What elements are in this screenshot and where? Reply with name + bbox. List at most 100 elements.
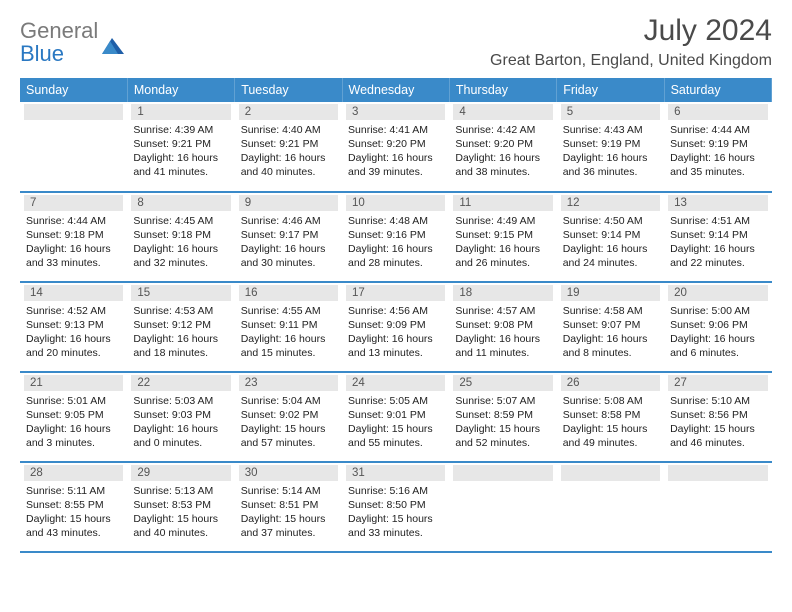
daylight-text: Daylight: 16 hours and 35 minutes. — [670, 151, 765, 179]
sunrise-text: Sunrise: 4:42 AM — [455, 123, 550, 137]
day-info: Sunrise: 5:16 AMSunset: 8:50 PMDaylight:… — [346, 484, 445, 540]
day-info: Sunrise: 4:50 AMSunset: 9:14 PMDaylight:… — [561, 214, 660, 270]
calendar-day-cell: 29Sunrise: 5:13 AMSunset: 8:53 PMDayligh… — [127, 462, 234, 552]
day-info: Sunrise: 4:51 AMSunset: 9:14 PMDaylight:… — [668, 214, 767, 270]
day-info: Sunrise: 4:40 AMSunset: 9:21 PMDaylight:… — [239, 123, 338, 179]
day-info: Sunrise: 5:10 AMSunset: 8:56 PMDaylight:… — [668, 394, 767, 450]
calendar-day-cell: 12 Sunrise: 4:50 AMSunset: 9:14 PMDayligh… — [557, 192, 664, 282]
sunset-text: Sunset: 9:20 PM — [348, 137, 443, 151]
sunset-text: Sunset: 8:51 PM — [241, 498, 336, 512]
day-info: Sunrise: 4:44 AMSunset: 9:19 PMDaylight:… — [668, 123, 767, 179]
sunrise-text: Sunrise: 4:44 AM — [26, 214, 121, 228]
daylight-text: Daylight: 15 hours and 46 minutes. — [670, 422, 765, 450]
sunset-text: Sunset: 9:19 PM — [563, 137, 658, 151]
day-info: Sunrise: 4:45 AMSunset: 9:18 PMDaylight:… — [131, 214, 230, 270]
daylight-text: Daylight: 15 hours and 40 minutes. — [133, 512, 228, 540]
sunrise-text: Sunrise: 5:00 AM — [670, 304, 765, 318]
sunset-text: Sunset: 9:12 PM — [133, 318, 228, 332]
daylight-text: Daylight: 15 hours and 43 minutes. — [26, 512, 121, 540]
day-number: 1 — [131, 104, 230, 120]
day-number: 30 — [239, 465, 338, 481]
sunset-text: Sunset: 9:08 PM — [455, 318, 550, 332]
logo-sail-icon — [100, 37, 126, 55]
calendar-day-cell — [20, 102, 127, 192]
sunrise-text: Sunrise: 4:50 AM — [563, 214, 658, 228]
calendar-day-cell: 21Sunrise: 5:01 AMSunset: 9:05 PMDayligh… — [20, 372, 127, 462]
sunrise-text: Sunrise: 4:39 AM — [133, 123, 228, 137]
day-info: Sunrise: 4:42 AMSunset: 9:20 PMDaylight:… — [453, 123, 552, 179]
day-number: 20 — [668, 285, 767, 301]
sunset-text: Sunset: 9:01 PM — [348, 408, 443, 422]
sunrise-text: Sunrise: 5:16 AM — [348, 484, 443, 498]
daylight-text: Daylight: 16 hours and 22 minutes. — [670, 242, 765, 270]
day-info: Sunrise: 4:56 AMSunset: 9:09 PMDaylight:… — [346, 304, 445, 360]
calendar-day-cell: 8 Sunrise: 4:45 AMSunset: 9:18 PMDaylight… — [127, 192, 234, 282]
daylight-text: Daylight: 15 hours and 49 minutes. — [563, 422, 658, 450]
calendar-document: General Blue July 2024 Great Barton, Eng… — [0, 0, 792, 567]
daylight-text: Daylight: 16 hours and 40 minutes. — [241, 151, 336, 179]
sunrise-text: Sunrise: 4:43 AM — [563, 123, 658, 137]
sunrise-text: Sunrise: 5:14 AM — [241, 484, 336, 498]
sunset-text: Sunset: 9:20 PM — [455, 137, 550, 151]
sunrise-text: Sunrise: 4:51 AM — [670, 214, 765, 228]
weekday-header: Monday — [127, 78, 234, 102]
daylight-text: Daylight: 16 hours and 11 minutes. — [455, 332, 550, 360]
brand-logo: General Blue — [20, 20, 126, 66]
calendar-day-cell: 6 Sunrise: 4:44 AMSunset: 9:19 PMDaylight… — [664, 102, 771, 192]
weekday-header: Thursday — [449, 78, 556, 102]
day-info: Sunrise: 4:52 AMSunset: 9:13 PMDaylight:… — [24, 304, 123, 360]
sunrise-text: Sunrise: 4:53 AM — [133, 304, 228, 318]
day-number — [453, 465, 552, 481]
day-number: 22 — [131, 375, 230, 391]
sunrise-text: Sunrise: 5:03 AM — [133, 394, 228, 408]
daylight-text: Daylight: 16 hours and 20 minutes. — [26, 332, 121, 360]
weekday-header: Sunday — [20, 78, 127, 102]
calendar-day-cell: 20 Sunrise: 5:00 AMSunset: 9:06 PMDayligh… — [664, 282, 771, 372]
day-number: 15 — [131, 285, 230, 301]
calendar-day-cell: 13Sunrise: 4:51 AMSunset: 9:14 PMDayligh… — [664, 192, 771, 282]
daylight-text: Daylight: 16 hours and 32 minutes. — [133, 242, 228, 270]
calendar-day-cell: 25Sunrise: 5:07 AMSunset: 8:59 PMDayligh… — [449, 372, 556, 462]
sunrise-text: Sunrise: 4:40 AM — [241, 123, 336, 137]
day-info: Sunrise: 4:43 AMSunset: 9:19 PMDaylight:… — [561, 123, 660, 179]
calendar-day-cell: 1Sunrise: 4:39 AMSunset: 9:21 PMDaylight… — [127, 102, 234, 192]
calendar-grid: Sunday Monday Tuesday Wednesday Thursday… — [20, 78, 772, 553]
day-info: Sunrise: 5:13 AMSunset: 8:53 PMDaylight:… — [131, 484, 230, 540]
calendar-day-cell: 30 Sunrise: 5:14 AMSunset: 8:51 PMDayligh… — [235, 462, 342, 552]
sunset-text: Sunset: 8:55 PM — [26, 498, 121, 512]
daylight-text: Daylight: 16 hours and 3 minutes. — [26, 422, 121, 450]
calendar-day-cell: 5Sunrise: 4:43 AMSunset: 9:19 PMDaylight… — [557, 102, 664, 192]
day-number: 11 — [453, 195, 552, 211]
calendar-day-cell — [557, 462, 664, 552]
day-number: 14 — [24, 285, 123, 301]
sunrise-text: Sunrise: 5:11 AM — [26, 484, 121, 498]
location-text: Great Barton, England, United Kingdom — [490, 52, 772, 70]
sunrise-text: Sunrise: 4:56 AM — [348, 304, 443, 318]
sunset-text: Sunset: 8:56 PM — [670, 408, 765, 422]
day-number: 2 — [239, 104, 338, 120]
day-number: 23 — [239, 375, 338, 391]
sunset-text: Sunset: 9:13 PM — [26, 318, 121, 332]
sunset-text: Sunset: 9:14 PM — [563, 228, 658, 242]
day-number: 7 — [24, 195, 123, 211]
daylight-text: Daylight: 16 hours and 18 minutes. — [133, 332, 228, 360]
sunrise-text: Sunrise: 5:04 AM — [241, 394, 336, 408]
sunset-text: Sunset: 9:21 PM — [133, 137, 228, 151]
sunrise-text: Sunrise: 4:48 AM — [348, 214, 443, 228]
day-number: 12 — [561, 195, 660, 211]
sunset-text: Sunset: 9:06 PM — [670, 318, 765, 332]
day-number: 28 — [24, 465, 123, 481]
daylight-text: Daylight: 16 hours and 36 minutes. — [563, 151, 658, 179]
day-info: Sunrise: 5:01 AMSunset: 9:05 PMDaylight:… — [24, 394, 123, 450]
header: General Blue July 2024 Great Barton, Eng… — [20, 14, 772, 70]
weekday-header: Tuesday — [235, 78, 342, 102]
day-info: Sunrise: 4:46 AMSunset: 9:17 PMDaylight:… — [239, 214, 338, 270]
calendar-day-cell: 15 Sunrise: 4:53 AMSunset: 9:12 PMDayligh… — [127, 282, 234, 372]
daylight-text: Daylight: 16 hours and 6 minutes. — [670, 332, 765, 360]
day-number: 6 — [668, 104, 767, 120]
sunset-text: Sunset: 8:50 PM — [348, 498, 443, 512]
daylight-text: Daylight: 15 hours and 37 minutes. — [241, 512, 336, 540]
day-number: 8 — [131, 195, 230, 211]
day-number: 25 — [453, 375, 552, 391]
day-number: 16 — [239, 285, 338, 301]
